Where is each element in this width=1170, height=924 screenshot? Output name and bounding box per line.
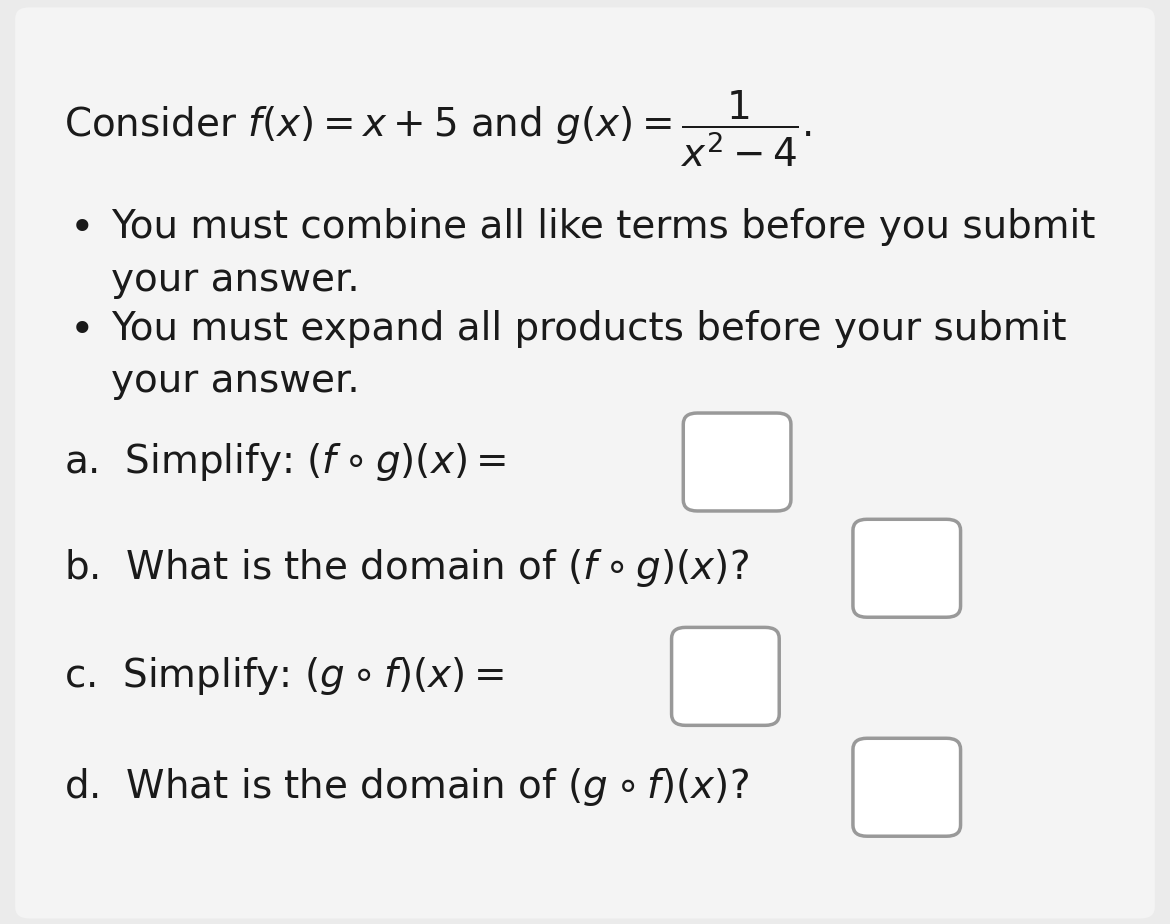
Text: c.  Simplify: $(g \circ f)(x) =$: c. Simplify: $(g \circ f)(x) =$ — [64, 655, 504, 698]
Text: •: • — [70, 310, 95, 351]
FancyBboxPatch shape — [853, 738, 961, 836]
Text: Consider $f(x) = x + 5$ and $g(x) = \dfrac{1}{x^2 - 4}$.: Consider $f(x) = x + 5$ and $g(x) = \dfr… — [64, 88, 812, 169]
Text: You must expand all products before your submit: You must expand all products before your… — [111, 310, 1067, 347]
Text: You must combine all like terms before you submit: You must combine all like terms before y… — [111, 208, 1095, 246]
FancyBboxPatch shape — [672, 627, 779, 725]
Text: your answer.: your answer. — [111, 362, 360, 400]
Text: d.  What is the domain of $(g \circ f)(x)$?: d. What is the domain of $(g \circ f)(x)… — [64, 766, 749, 808]
Text: a.  Simplify: $(f \circ g)(x) =$: a. Simplify: $(f \circ g)(x) =$ — [64, 441, 507, 483]
Text: •: • — [70, 208, 95, 249]
FancyBboxPatch shape — [853, 519, 961, 617]
FancyBboxPatch shape — [15, 7, 1155, 918]
FancyBboxPatch shape — [683, 413, 791, 511]
Text: b.  What is the domain of $(f \circ g)(x)$?: b. What is the domain of $(f \circ g)(x)… — [64, 547, 749, 590]
Text: your answer.: your answer. — [111, 261, 360, 298]
